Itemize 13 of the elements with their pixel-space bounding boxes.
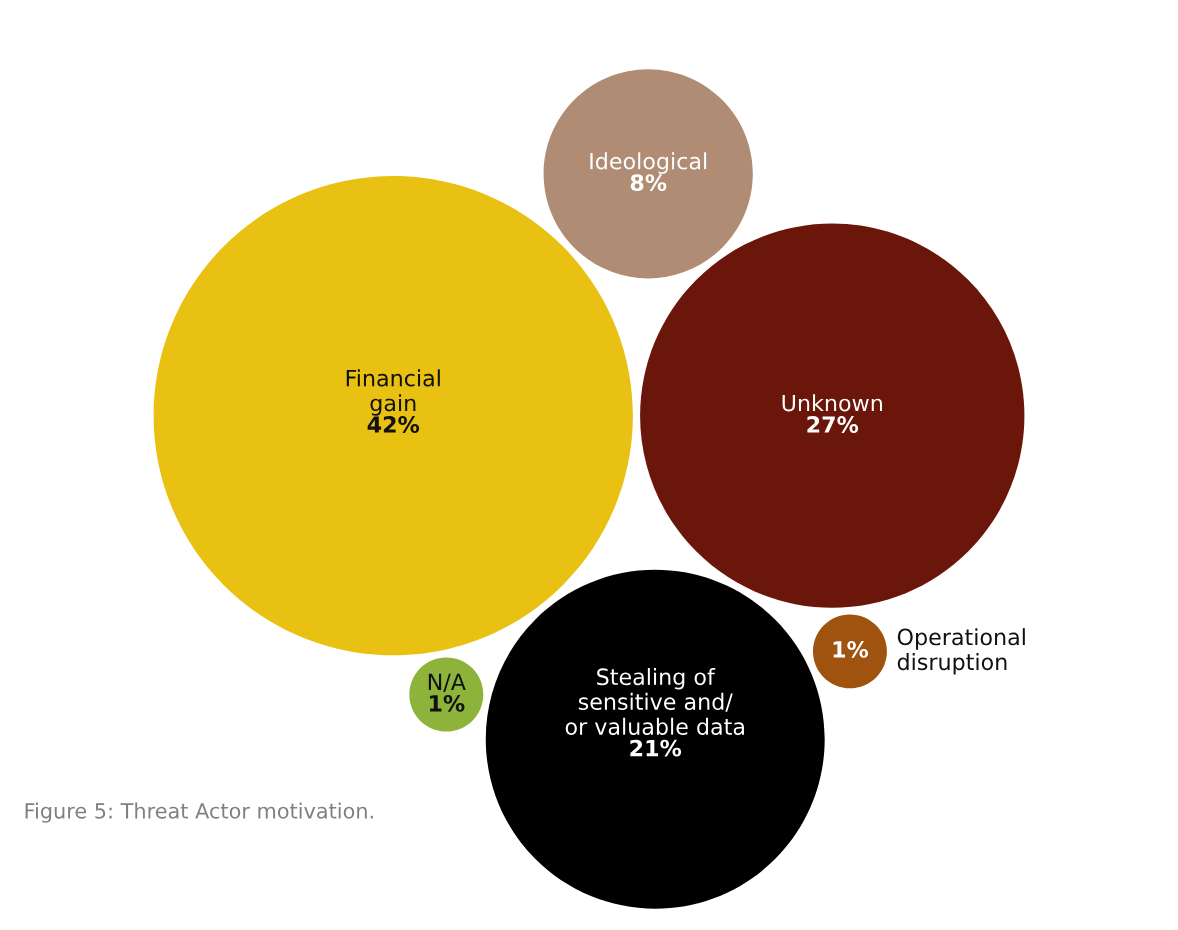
caption: Figure 5: Threat Actor motivation. [25,802,373,823]
category-label: Ideological [590,152,707,174]
data-label: 1% [429,694,465,712]
category-label: Stealing of sensitive and/ or valuable data [565,667,744,735]
data-label: 1% [833,641,869,658]
category-label: Financial gain [346,369,440,416]
data-label: 27% [807,416,859,433]
category-label: Unknown [782,394,882,412]
data-label: 42% [367,416,420,433]
data-label: 21% [630,739,682,757]
category-label: Operational disruption [897,628,1025,675]
data-label: 8% [630,174,667,192]
category-label: N/A [428,673,466,692]
